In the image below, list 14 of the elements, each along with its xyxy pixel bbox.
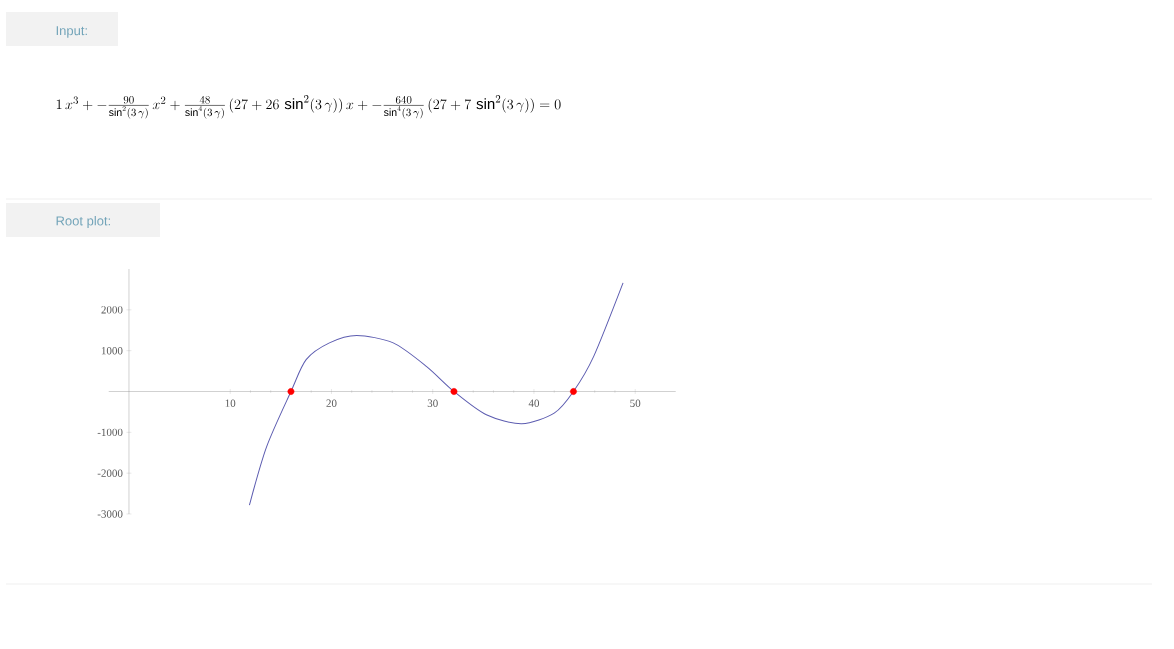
text: Input:	[56, 26, 87, 38]
chart-title: Root plot:	[56, 215, 110, 229]
x-tick-label: 20	[326, 399, 337, 407]
line-series	[248, 282, 624, 506]
y-tick-label: 1000	[101, 346, 123, 355]
text: $1\,x^3 + -\frac{90}{\sin^2(3\,\gamma)}\,x^2 + \frac{48}{\sin^4(3\,\gamma)}\,(27+26\,\sin^2(3\,\gamma))\,x + -\frac{640}{\sin^4(3\,\gamma)}\,(27+7\,\sin^2(3\,\gamma)) = 0$	[56, 95, 561, 119]
x-tick-label: 10	[225, 399, 236, 407]
y-tick-label: 2000	[101, 306, 123, 314]
y-tick-label: -3000	[97, 510, 123, 518]
y-tick-label: -1000	[97, 428, 123, 437]
x-tick-label: 40	[528, 399, 540, 407]
x-tick-label: 50	[630, 399, 641, 407]
y-tick-label: -2000	[97, 469, 123, 477]
x-tick-label: 30	[427, 399, 438, 407]
